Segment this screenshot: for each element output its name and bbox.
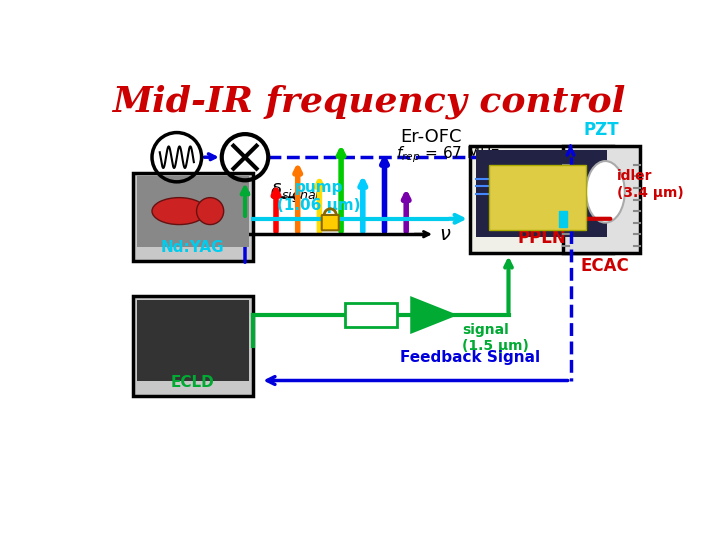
FancyBboxPatch shape: [563, 146, 640, 253]
FancyBboxPatch shape: [476, 150, 607, 237]
Ellipse shape: [152, 198, 206, 225]
Text: Feedback Signal: Feedback Signal: [400, 350, 540, 365]
FancyBboxPatch shape: [137, 300, 249, 381]
Text: PZT: PZT: [584, 122, 619, 139]
Text: ECAC: ECAC: [581, 257, 630, 275]
FancyBboxPatch shape: [489, 165, 586, 231]
FancyBboxPatch shape: [345, 303, 397, 327]
Text: PPLN: PPLN: [517, 230, 566, 247]
Text: FA: FA: [423, 308, 442, 322]
Text: EOM: EOM: [354, 308, 389, 322]
Text: pump
(1.06 μm): pump (1.06 μm): [277, 180, 361, 213]
FancyBboxPatch shape: [137, 176, 249, 247]
FancyBboxPatch shape: [132, 296, 253, 396]
Ellipse shape: [586, 161, 625, 222]
FancyBboxPatch shape: [469, 146, 613, 253]
FancyBboxPatch shape: [132, 173, 253, 261]
Text: $\delta_{signal}$: $\delta_{signal}$: [270, 182, 320, 205]
Text: signal
(1.5 μm): signal (1.5 μm): [462, 323, 529, 353]
FancyBboxPatch shape: [322, 215, 339, 231]
Ellipse shape: [197, 198, 224, 225]
Text: Mid-IR frequency control: Mid-IR frequency control: [112, 84, 626, 119]
Text: $f_{rep}$ = 67 MHz: $f_{rep}$ = 67 MHz: [396, 144, 500, 165]
FancyBboxPatch shape: [559, 211, 567, 226]
Text: Synthesizer: Synthesizer: [136, 194, 217, 208]
Polygon shape: [412, 298, 454, 332]
Text: ECLD: ECLD: [171, 375, 215, 390]
Text: Nd:YAG: Nd:YAG: [161, 240, 225, 255]
Text: $\nu$: $\nu$: [438, 225, 451, 244]
Text: idler
(3.4 μm): idler (3.4 μm): [617, 170, 684, 200]
Text: Er-OFC: Er-OFC: [400, 127, 462, 146]
